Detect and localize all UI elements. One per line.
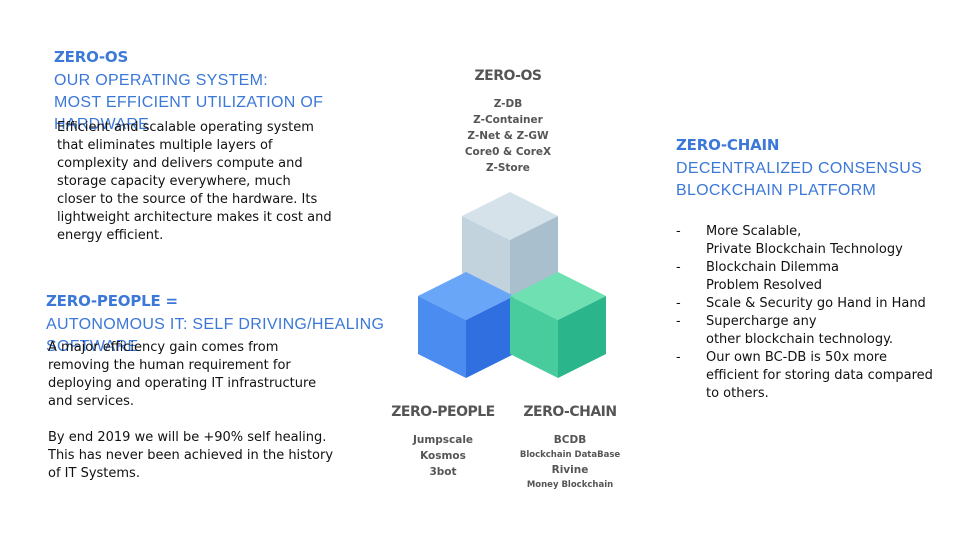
left-cube bbox=[418, 272, 514, 378]
zero-chain-section: ZERO-CHAIN DECENTRALIZED CONSENSUS BLOCK… bbox=[676, 136, 946, 202]
left-cube-item: Kosmos bbox=[420, 450, 466, 462]
top-cube-item: Z-Net & Z-GW bbox=[467, 130, 549, 142]
zero-chain-subtitle-2: BLOCKCHAIN PLATFORM bbox=[676, 182, 877, 199]
zero-os-description: Efficient and scalable operating system … bbox=[57, 119, 357, 245]
right-cube-item-sub: Blockchain DataBase bbox=[519, 450, 621, 460]
bullet-item: More Scalable, Private Blockchain Techno… bbox=[676, 223, 946, 259]
left-cube-left-face bbox=[418, 296, 466, 378]
top-cube-item: Core0 & CoreX bbox=[464, 146, 552, 158]
zero-people-subtitle: AUTONOMOUS IT: SELF DRIVING/HEALING SOFT… bbox=[46, 316, 385, 355]
zero-people-section: ZERO-PEOPLE = AUTONOMOUS IT: SELF DRIVIN… bbox=[46, 292, 406, 358]
top-cube-item: Z-Container bbox=[473, 114, 543, 126]
top-cube-item: Z-DB bbox=[493, 98, 523, 110]
bullet-item: Our own BC-DB is 50x more efficient for … bbox=[676, 349, 946, 403]
left-cube-item: 3bot bbox=[429, 466, 457, 478]
zero-people-body-1: A major efficiency gain comes from remov… bbox=[48, 340, 317, 409]
zero-people-body-2: By end 2019 we will be +90% self healing… bbox=[48, 430, 334, 481]
diagram-right-labels: ZERO-CHAIN BCDB Blockchain DataBase Rivi… bbox=[510, 404, 630, 492]
zero-os-section: ZERO-OS OUR OPERATING SYSTEM: MOST EFFIC… bbox=[54, 48, 384, 136]
top-cube bbox=[462, 192, 558, 298]
zero-os-subtitle-1: OUR OPERATING SYSTEM: bbox=[54, 72, 269, 89]
bullet-list: More Scalable, Private Blockchain Techno… bbox=[676, 223, 946, 403]
top-cube-label: ZERO-OS bbox=[474, 68, 542, 84]
left-cube-item: Jumpscale bbox=[412, 434, 474, 446]
left-cube-right-face bbox=[466, 296, 514, 378]
zero-people-title: ZERO-PEOPLE = bbox=[46, 292, 178, 310]
zero-chain-bullets: More Scalable, Private Blockchain Techno… bbox=[676, 223, 946, 403]
bullet-item: Scale & Security go Hand in Hand bbox=[676, 295, 946, 313]
top-cube-item: Z-Store bbox=[486, 162, 530, 174]
diagram-top-labels: ZERO-OS Z-DB Z-Container Z-Net & Z-GW Co… bbox=[438, 68, 578, 176]
left-cube-label: ZERO-PEOPLE bbox=[391, 404, 495, 420]
right-cube-left-face bbox=[510, 296, 558, 378]
right-cube-item: Rivine bbox=[551, 464, 589, 476]
right-cube-label: ZERO-CHAIN bbox=[523, 404, 617, 420]
zero-os-title: ZERO-OS bbox=[54, 48, 129, 66]
right-cube-right-face bbox=[558, 296, 606, 378]
cube-diagram bbox=[418, 192, 606, 378]
zero-os-body: Efficient and scalable operating system … bbox=[57, 120, 332, 243]
diagram-left-labels: ZERO-PEOPLE Jumpscale Kosmos 3bot bbox=[383, 404, 503, 480]
zero-os-subtitle-2: MOST EFFICIENT UTILIZATION OF HARDWARE bbox=[54, 94, 324, 133]
right-cube-item: BCDB bbox=[553, 434, 587, 446]
zero-chain-subtitle-1: DECENTRALIZED CONSENSUS bbox=[676, 160, 923, 177]
right-cube bbox=[510, 272, 606, 378]
bullet-item: Supercharge any other blockchain technol… bbox=[676, 313, 946, 349]
top-cube-right-face bbox=[510, 216, 558, 298]
bullet-item: Blockchain Dilemma Problem Resolved bbox=[676, 259, 946, 295]
right-cube-item-sub: Money Blockchain bbox=[526, 480, 614, 490]
zero-people-description: A major efficiency gain comes from remov… bbox=[48, 339, 348, 483]
zero-chain-title: ZERO-CHAIN bbox=[676, 136, 780, 154]
